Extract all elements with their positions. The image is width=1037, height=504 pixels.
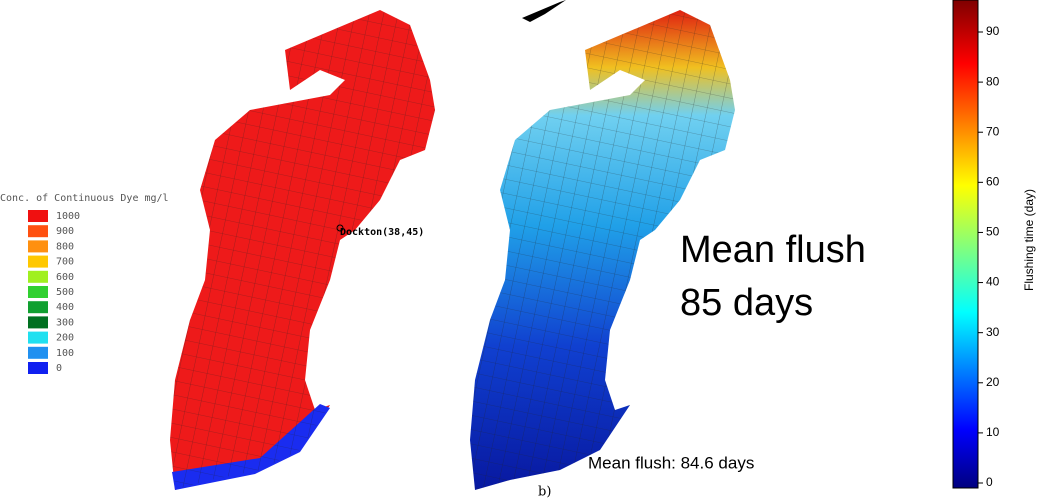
legend-label: 100: [56, 348, 74, 359]
colorbar-tick-label: 90: [986, 24, 1000, 38]
callout-line: 85 days: [680, 282, 813, 324]
legend-label: 600: [56, 272, 74, 283]
colorbar-tick-label: 40: [986, 275, 1000, 289]
colorbar-tick-label: 30: [986, 325, 1000, 339]
colorbar-tick-label: 60: [986, 175, 1000, 189]
legend-swatch: [28, 332, 48, 344]
legend-swatch: [28, 362, 48, 374]
legend-label: 800: [56, 241, 74, 252]
legend-label: 900: [56, 226, 74, 237]
colorbar: [953, 0, 978, 488]
legend-label: 1000: [56, 211, 80, 222]
legend-swatch: [28, 286, 48, 298]
colorbar-tick-label: 70: [986, 124, 1000, 138]
legend-title: Conc. of Continuous Dye mg/l: [0, 193, 169, 204]
colorbar-tick-label: 80: [986, 74, 1000, 88]
colorbar-tick-label: 20: [986, 375, 1000, 389]
callout-line: Mean flush: [680, 229, 866, 271]
colorbar-tick-label: 10: [986, 425, 1000, 439]
legend-label: 200: [56, 333, 74, 344]
legend-label: 500: [56, 287, 74, 298]
legend-label: 700: [56, 257, 74, 268]
legend-swatch: [28, 271, 48, 283]
legend-swatch: [28, 225, 48, 237]
figure: Dockton(38,45) Conc. of Continuous Dye m…: [0, 0, 1037, 504]
legend-swatch: [28, 256, 48, 268]
legend-label: 0: [56, 363, 62, 374]
panel-label: b): [538, 485, 551, 500]
legend-swatch: [28, 240, 48, 252]
dye-map: [170, 10, 435, 490]
colorbar-ticks: 0 10 20 30 40 50 60 70 80 90: [978, 24, 1000, 489]
legend-swatch: [28, 347, 48, 359]
legend-label: 300: [56, 317, 74, 328]
colorbar-tick-label: 50: [986, 225, 1000, 239]
arrow: [522, 0, 566, 22]
colorbar-tick-label: 0: [986, 475, 993, 489]
colorbar-label: Flushing time (day): [1022, 189, 1036, 291]
legend-swatch: [28, 210, 48, 222]
model-result: Mean flush: 84.6 days: [588, 453, 754, 472]
legend-label: 400: [56, 302, 74, 313]
legend-swatch: [28, 301, 48, 313]
legend-swatch: [28, 316, 48, 328]
station-label: Dockton(38,45): [340, 227, 424, 238]
